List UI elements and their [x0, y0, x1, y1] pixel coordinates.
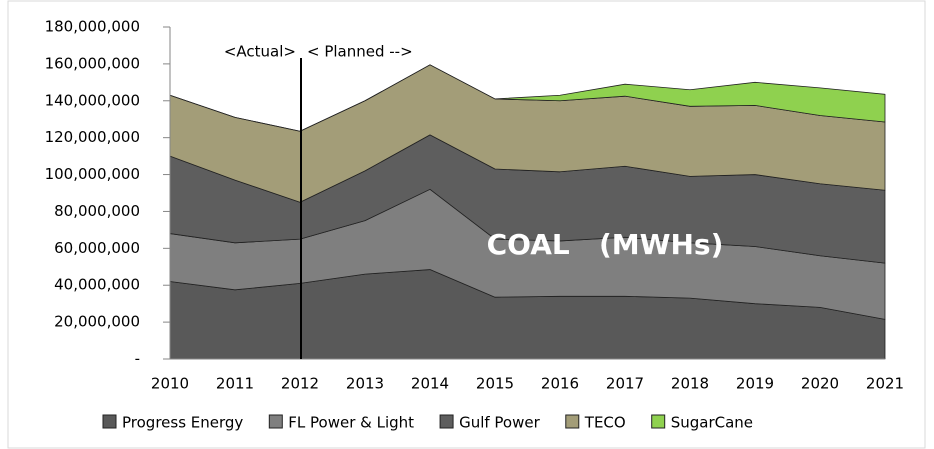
y-tick-label: 100,000,000 — [45, 165, 140, 183]
legend-label: SugarCane — [671, 414, 753, 432]
x-tick-label: 2021 — [866, 375, 904, 393]
y-tick-label: 120,000,000 — [45, 128, 140, 146]
x-tick-label: 2018 — [671, 375, 709, 393]
y-tick-label: 40,000,000 — [54, 276, 140, 294]
annotation: COAL (MWHs) — [487, 228, 724, 261]
area — [169, 64, 886, 132]
legend-swatch — [268, 414, 283, 429]
x-tick-label: 2020 — [801, 375, 839, 393]
x-tick-label: 2019 — [736, 375, 774, 393]
x-tick-label: 2010 — [151, 375, 189, 393]
y-tick-label: 80,000,000 — [54, 202, 140, 220]
legend-swatch — [439, 414, 454, 429]
y-tick-label: - — [135, 350, 140, 368]
annotation: <Actual> — [224, 43, 296, 61]
y-tick-label: 160,000,000 — [45, 54, 140, 72]
x-tick-label: 2012 — [281, 375, 319, 393]
x-tick-label: 2011 — [216, 375, 254, 393]
legend-label: Gulf Power — [459, 414, 541, 432]
legend-label: FL Power & Light — [288, 414, 414, 432]
x-tick-label: 2016 — [541, 375, 579, 393]
y-tick-label: 180,000,000 — [45, 18, 140, 36]
x-tick-label: 2014 — [411, 375, 449, 393]
x-tick-label: 2013 — [346, 375, 384, 393]
x-tick-label: 2017 — [606, 375, 644, 393]
legend-swatch — [651, 414, 666, 429]
legend-label: TECO — [584, 414, 626, 432]
legend-swatch — [565, 414, 580, 429]
legend-label: Progress Energy — [122, 414, 243, 432]
y-tick-label: 140,000,000 — [45, 91, 140, 109]
x-tick-label: 2015 — [476, 375, 514, 393]
y-tick-label: 20,000,000 — [54, 313, 140, 331]
legend-swatch — [102, 414, 117, 429]
annotation: < Planned --> — [307, 43, 413, 61]
y-tick-label: 60,000,000 — [54, 239, 140, 257]
